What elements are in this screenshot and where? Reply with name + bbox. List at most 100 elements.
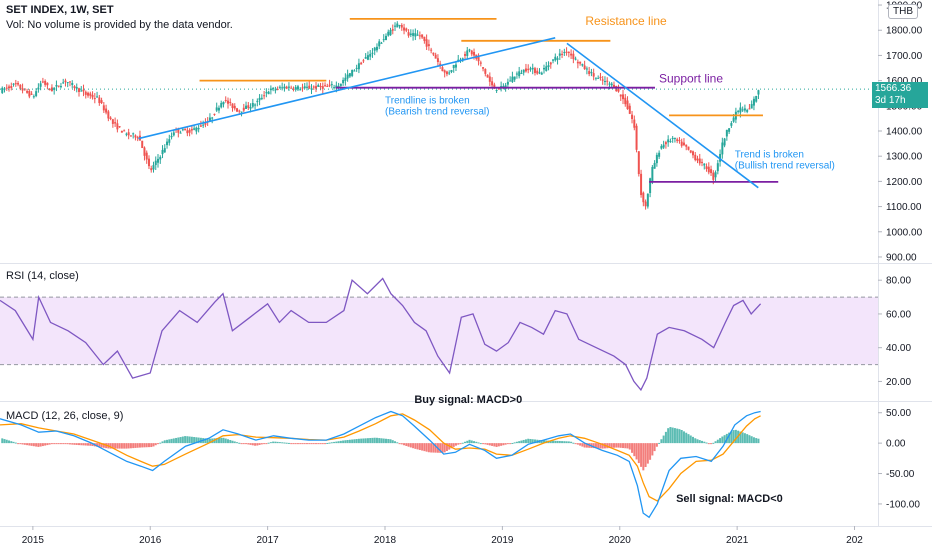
candle-body	[73, 86, 76, 88]
volume-note: Vol: No volume is provided by the data v…	[6, 19, 233, 31]
macd-histogram-bar	[30, 443, 33, 446]
candle-body	[82, 89, 85, 92]
macd-histogram-bar	[71, 443, 74, 445]
macd-histogram-bar	[400, 443, 403, 445]
macd-histogram-bar	[701, 440, 704, 444]
macd-histogram-bar	[475, 441, 478, 444]
candle-body	[299, 89, 302, 91]
candle-body	[563, 52, 566, 54]
macd-histogram-bar	[258, 443, 261, 445]
macd-histogram-bar	[263, 443, 266, 445]
macd-histogram-bar	[549, 440, 552, 444]
macd-histogram-bar	[635, 443, 638, 460]
candle-body	[642, 192, 645, 203]
candle-body	[651, 167, 654, 182]
macd-histogram-bar	[337, 441, 340, 444]
macd-histogram-bar	[626, 443, 629, 449]
macd-histogram-bar	[664, 431, 667, 444]
candle-body	[488, 76, 491, 82]
macd-histogram-bar	[407, 443, 410, 447]
candle-body	[513, 76, 516, 80]
candle-body	[486, 74, 489, 78]
candle-body	[240, 111, 243, 113]
candle-body	[547, 65, 550, 68]
macd-histogram-bar	[421, 443, 424, 451]
candle-body	[269, 88, 272, 91]
macd-histogram-bar	[710, 443, 713, 445]
candle-body	[403, 27, 406, 31]
macd-histogram-bar	[612, 443, 615, 448]
macd-histogram-bar	[319, 443, 322, 445]
candle-body	[701, 161, 704, 163]
macd-histogram-bar	[497, 443, 500, 447]
macd-histogram-bar	[430, 443, 433, 453]
macd-histogram-bar	[245, 443, 248, 445]
currency-badge[interactable]: THB	[888, 4, 918, 19]
candle-body	[570, 53, 573, 56]
candle-body	[168, 139, 171, 143]
macd-histogram-bar	[111, 443, 114, 449]
candle-body	[145, 152, 148, 160]
macd-histogram-bar	[441, 443, 444, 453]
y-tick-label: 1000.00	[886, 227, 923, 238]
candle-body	[50, 87, 53, 92]
bar-countdown: 3d 17h	[875, 95, 906, 107]
macd-histogram-bar	[685, 432, 688, 444]
candle-body	[369, 53, 372, 57]
candle-body	[660, 146, 663, 149]
macd-histogram-bar	[80, 443, 83, 446]
candle-body	[522, 69, 525, 73]
macd-histogram-bar	[91, 443, 94, 447]
rsi-pane-title[interactable]: RSI (14, close)	[6, 270, 79, 282]
candle-body	[434, 54, 437, 59]
candle-body	[120, 130, 123, 133]
macd-histogram-bar	[166, 439, 169, 444]
macd-histogram-bar	[342, 440, 345, 444]
macd-histogram-bar	[631, 443, 634, 453]
candle-body	[554, 56, 557, 61]
candle-body	[421, 34, 424, 38]
macd-histogram-bar	[398, 443, 401, 445]
candle-body	[619, 94, 622, 97]
candle-body	[242, 107, 245, 111]
candle-body	[348, 73, 351, 77]
macd-histogram-bar	[236, 442, 239, 444]
candle-body	[220, 103, 223, 108]
candle-body	[603, 80, 606, 82]
macd-histogram-bar	[21, 443, 24, 445]
macd-histogram-bar	[55, 443, 58, 445]
candle-body	[728, 128, 731, 132]
chart-title[interactable]: SET INDEX, 1W, SET	[6, 4, 114, 16]
candle-body	[75, 87, 78, 89]
macd-histogram-bar	[224, 438, 227, 444]
candle-body	[454, 64, 457, 68]
candle-body	[450, 69, 453, 73]
candle-body	[599, 76, 602, 79]
candle-body	[217, 107, 220, 111]
x-tick-label: 2017	[257, 535, 280, 546]
macd-pane-title[interactable]: MACD (12, 26, close, 9)	[6, 410, 124, 422]
macd-histogram-bar	[44, 443, 47, 446]
macd-histogram-bar	[477, 442, 480, 444]
macd-histogram-bar	[82, 443, 85, 446]
candle-body	[427, 44, 430, 47]
macd-histogram-bar	[691, 436, 694, 444]
macd-histogram-bar	[468, 439, 471, 444]
macd-histogram-bar	[281, 442, 284, 444]
candle-body	[673, 137, 676, 139]
macd-histogram-bar	[671, 427, 674, 444]
macd-histogram-bar	[84, 443, 87, 446]
candle-body	[321, 86, 324, 89]
candle-body	[364, 57, 367, 59]
macd-histogram-bar	[46, 443, 49, 446]
candle-body	[384, 35, 387, 41]
macd-histogram-bar	[518, 441, 521, 444]
macd-histogram-bar	[466, 440, 469, 444]
macd-histogram-bar	[175, 437, 178, 444]
macd-histogram-bar	[125, 443, 128, 449]
macd-histogram-bar	[682, 431, 685, 444]
macd-histogram-bar	[698, 440, 701, 444]
macd-histogram-bar	[576, 443, 579, 445]
candle-body	[238, 110, 241, 112]
